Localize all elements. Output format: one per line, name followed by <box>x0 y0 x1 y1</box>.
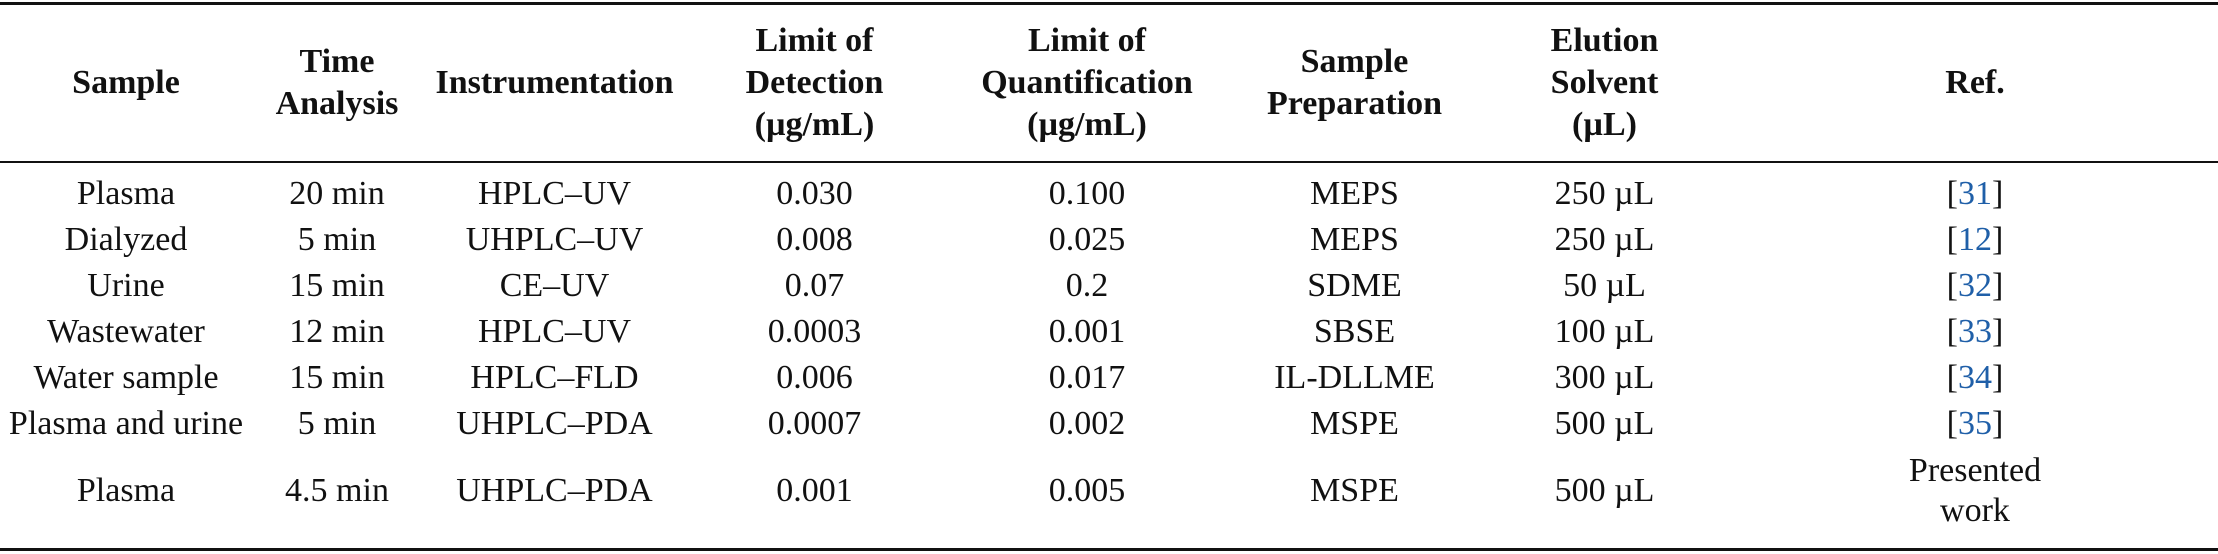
cell-ref: [31] <box>1946 175 2004 212</box>
cell-sample: Dialyzed <box>64 221 188 258</box>
cell-preparation: MSPE <box>1310 405 1399 442</box>
header-limit-of-quantification: Limit of Quantification (µg/mL) <box>981 22 1193 143</box>
ref-text-line: work <box>1940 492 2010 529</box>
cell-instrumentation: UHPLC–PDA <box>456 405 653 442</box>
cell-ref: [34] <box>1946 359 2004 396</box>
cell-lod: 0.07 <box>784 267 845 304</box>
cell-sample: Plasma <box>76 175 176 212</box>
cell-sample: Urine <box>87 267 165 304</box>
cell-time: 12 min <box>289 313 385 350</box>
header-time-analysis: Time Analysis <box>275 43 399 122</box>
table-row: Plasma 20 min HPLC–UV 0.030 0.100 MEPS 2… <box>0 161 2218 217</box>
header-instrumentation: Instrumentation <box>435 64 674 101</box>
cell-solvent: 250 µL <box>1554 175 1655 212</box>
cell-ref-presented-work: Presented work <box>1732 447 2218 535</box>
cell-time: 4.5 min <box>285 472 389 509</box>
cell-instrumentation: UHPLC–PDA <box>456 472 653 509</box>
cell-lod: 0.006 <box>776 359 853 396</box>
cell-solvent: 500 µL <box>1554 472 1655 509</box>
cell-lod: 0.001 <box>776 472 853 509</box>
header-row: Sample Time Analysis Instrumentation Lim… <box>0 5 2218 161</box>
reference-link[interactable]: 34 <box>1958 359 1992 396</box>
cell-solvent: 50 µL <box>1563 267 1646 304</box>
comparison-table: Sample Time Analysis Instrumentation Lim… <box>0 5 2218 535</box>
cell-time: 5 min <box>297 221 377 258</box>
cell-time: 20 min <box>289 175 385 212</box>
cell-time: 15 min <box>289 267 385 304</box>
cell-preparation: MEPS <box>1310 221 1399 258</box>
reference-link[interactable]: 31 <box>1958 175 1992 212</box>
table-header-rule <box>0 161 2218 163</box>
header-sample: Sample <box>72 64 180 101</box>
table-bottom-rule <box>0 548 2218 551</box>
header-limit-of-detection: Limit of Detection (µg/mL) <box>745 22 884 143</box>
cell-ref: [32] <box>1946 267 2004 304</box>
cell-loq: 0.100 <box>1048 175 1126 212</box>
cell-ref: [35] <box>1946 405 2004 442</box>
header-sample-preparation: Sample Preparation <box>1266 43 1442 122</box>
cell-instrumentation: UHPLC–UV <box>465 221 644 258</box>
reference-link[interactable]: 35 <box>1958 405 1992 442</box>
cell-sample: Water sample <box>33 359 219 396</box>
cell-sample: Wastewater <box>47 313 205 350</box>
cell-solvent: 500 µL <box>1554 405 1655 442</box>
cell-instrumentation: HPLC–FLD <box>470 359 639 396</box>
cell-sample: Plasma and urine <box>8 405 244 442</box>
reference-link[interactable]: 33 <box>1958 313 1992 350</box>
table-row: Plasma and urine 5 min UHPLC–PDA 0.0007 … <box>0 401 2218 447</box>
table-row: Wastewater 12 min HPLC–UV 0.0003 0.001 S… <box>0 309 2218 355</box>
table-top-rule <box>0 2 2218 5</box>
cell-lod: 0.0003 <box>767 313 862 350</box>
cell-time: 5 min <box>297 405 377 442</box>
cell-loq: 0.017 <box>1048 359 1126 396</box>
cell-loq: 0.2 <box>1065 267 1109 304</box>
cell-loq: 0.025 <box>1048 221 1126 258</box>
cell-lod: 0.008 <box>776 221 853 258</box>
table-row: Plasma 4.5 min UHPLC–PDA 0.001 0.005 MSP… <box>0 447 2218 535</box>
cell-instrumentation: HPLC–UV <box>477 175 632 212</box>
reference-link[interactable]: 12 <box>1958 221 1992 258</box>
cell-lod: 0.030 <box>776 175 853 212</box>
cell-instrumentation: HPLC–UV <box>477 313 632 350</box>
reference-link[interactable]: 32 <box>1958 267 1992 304</box>
cell-preparation: SBSE <box>1313 313 1396 350</box>
cell-preparation: IL-DLLME <box>1274 359 1435 396</box>
cell-instrumentation: CE–UV <box>499 267 610 304</box>
cell-loq: 0.001 <box>1048 313 1126 350</box>
cell-ref: [12] <box>1946 221 2004 258</box>
cell-time: 15 min <box>289 359 385 396</box>
cell-preparation: MSPE <box>1310 472 1399 509</box>
cell-sample: Plasma <box>76 472 176 509</box>
table-row: Urine 15 min CE–UV 0.07 0.2 SDME 50 µL [… <box>0 263 2218 309</box>
cell-solvent: 100 µL <box>1554 313 1655 350</box>
table-row: Dialyzed 5 min UHPLC–UV 0.008 0.025 MEPS… <box>0 217 2218 263</box>
cell-solvent: 250 µL <box>1554 221 1655 258</box>
table-row: Water sample 15 min HPLC–FLD 0.006 0.017… <box>0 355 2218 401</box>
cell-ref: [33] <box>1946 313 2004 350</box>
cell-lod: 0.0007 <box>767 405 862 442</box>
cell-loq: 0.005 <box>1048 472 1126 509</box>
cell-preparation: SDME <box>1307 267 1402 304</box>
cell-solvent: 300 µL <box>1554 359 1655 396</box>
header-elution-solvent: Elution Solvent (µL) <box>1550 22 1659 143</box>
ref-text-line: Presented <box>1908 452 2042 489</box>
header-ref: Ref. <box>1945 64 2005 101</box>
cell-preparation: MEPS <box>1310 175 1399 212</box>
cell-loq: 0.002 <box>1048 405 1126 442</box>
